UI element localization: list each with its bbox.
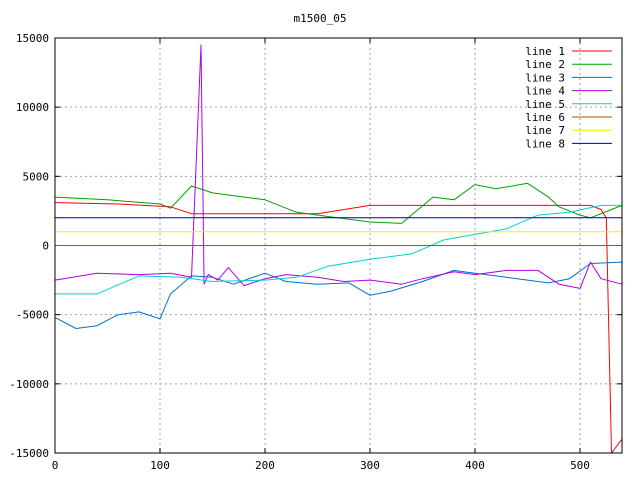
series-group — [54, 44, 623, 454]
x-tick-label: 400 — [465, 459, 485, 472]
y-tick-label: -10000 — [9, 378, 49, 391]
y-tick-label: 10000 — [16, 101, 49, 114]
legend-label: line 6 — [525, 111, 565, 124]
series-line-4 — [54, 44, 623, 289]
legend-label: line 2 — [525, 58, 565, 71]
y-tick-label: -5000 — [16, 309, 49, 322]
series-line-3 — [54, 261, 623, 329]
chart-title: m1500_05 — [293, 12, 347, 25]
legend-label: line 4 — [525, 85, 565, 98]
legend-label: line 8 — [525, 137, 565, 150]
x-tick-label: 500 — [570, 459, 590, 472]
legend-label: line 7 — [525, 124, 565, 137]
series-line-1 — [54, 202, 623, 454]
y-tick-labels: 15000 10000 5000 0 -5000 -10000 -15000 — [9, 32, 49, 460]
legend-label: line 3 — [525, 71, 565, 84]
plot-frame — [54, 37, 623, 454]
legend-label: line 1 — [525, 45, 565, 58]
x-tick-label: 0 — [52, 459, 59, 472]
series-line-5 — [55, 204, 622, 295]
legend-label: line 5 — [525, 98, 565, 111]
y-tick-label: 15000 — [16, 32, 49, 45]
grid — [54, 37, 622, 454]
y-tick-label: -15000 — [9, 447, 49, 460]
y-tick-label: 5000 — [23, 170, 50, 183]
x-tick-label: 100 — [150, 459, 170, 472]
series-line-2 — [54, 182, 623, 224]
x-tick-labels: 0 100 200 300 400 500 — [52, 459, 590, 472]
x-tick-label: 300 — [360, 459, 380, 472]
x-tick-label: 200 — [255, 459, 275, 472]
y-tick-label: 0 — [42, 240, 49, 253]
